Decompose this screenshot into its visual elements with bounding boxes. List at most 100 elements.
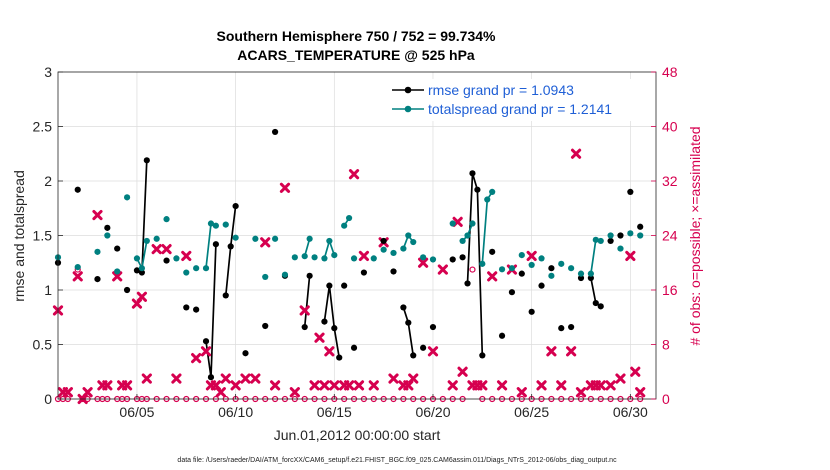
totalspread-point	[341, 222, 348, 229]
totalspread-point	[222, 221, 229, 228]
rmse-point	[321, 318, 328, 325]
rmse-point	[74, 186, 81, 193]
obs-assimilated-point	[220, 373, 231, 384]
totalspread-point	[469, 220, 476, 227]
rmse-point	[587, 274, 594, 282]
obs-assimilated-point	[102, 380, 113, 391]
totalspread-point	[459, 237, 466, 245]
rmse-point	[350, 344, 358, 351]
totalspread-point	[326, 237, 333, 245]
totalspread-point	[558, 260, 565, 267]
totalspread-point	[207, 220, 215, 227]
totalspread-point	[577, 270, 585, 277]
y-tick-label: 1.5	[33, 228, 53, 244]
obs-assimilated-point	[358, 250, 370, 262]
obs-assimilated-point	[526, 250, 537, 262]
obs-assimilated-point	[635, 387, 646, 398]
y-tick-label: 0	[44, 391, 52, 407]
rmse-point	[331, 325, 338, 332]
obs-assimilated-point	[161, 244, 172, 255]
totalspread-point	[143, 237, 150, 245]
rmse-point	[114, 245, 121, 252]
obs-assimilated-point	[200, 346, 212, 357]
rmse-point	[449, 256, 456, 263]
totalspread-point	[193, 265, 200, 272]
rmse-point	[498, 332, 506, 339]
y-axis-right-label: # of obs: o=possible; ×=assimilated	[687, 126, 703, 345]
obs-assimilated-point	[595, 380, 606, 391]
obs-assimilated-point	[477, 380, 488, 391]
axes: 06/05 06/10 06/15 06/20 06/25 06/30 0 0.5 1 1.5 2 2…	[33, 64, 678, 420]
obs-assimilated-point	[314, 332, 325, 343]
legend: rmse grand pr = 1.0943 totalspread grand…	[382, 79, 648, 121]
totalspread-point	[321, 255, 328, 262]
obs-assimilated-point	[319, 380, 330, 391]
rmse-point	[271, 128, 279, 136]
obs-assimilated-point	[487, 271, 498, 282]
obs-assimilated-point	[191, 353, 202, 364]
x-tick-label: 06/25	[514, 404, 549, 420]
obs-assimilated-point	[546, 346, 557, 357]
obs-assimilated-point	[353, 380, 365, 391]
y-axis-label: rmse and totalspread	[11, 170, 27, 302]
x-axis-label: Jun.01,2012 00:00:00 start	[274, 427, 441, 443]
totalspread-point	[464, 232, 471, 239]
obs-assimilated-point	[605, 380, 616, 391]
rmse-point	[568, 323, 575, 331]
rmse-point	[222, 292, 229, 299]
obs-assimilated-point	[536, 380, 547, 391]
rmse-point	[420, 344, 427, 351]
obs-assimilated-point	[289, 387, 300, 398]
obs-assimilated-point	[324, 346, 335, 357]
totalspread-point	[153, 235, 160, 242]
totalspread-point	[587, 270, 594, 277]
rmse-point	[306, 272, 313, 279]
rmse-point	[183, 304, 190, 311]
obs-assimilated-point	[171, 373, 182, 384]
obs-assimilated-point	[279, 182, 291, 193]
obs-assimilated-point	[92, 209, 103, 221]
rmse-point	[518, 270, 525, 277]
obs-assimilated-point	[82, 387, 93, 398]
totalspread-point	[138, 265, 145, 272]
rmse-point	[429, 323, 437, 331]
rmse-point	[459, 254, 466, 261]
data-file-footnote: data file: /Users/raeder/DAI/ATM_forcXX/…	[177, 457, 617, 464]
totalspread-point	[133, 255, 141, 262]
totalspread-point	[607, 232, 614, 239]
y-tick-label: 1	[44, 282, 52, 298]
totalspread-point	[479, 260, 486, 267]
totalspread-point	[370, 255, 377, 262]
y-right-tick-label: 0	[662, 391, 670, 407]
obs-assimilated-point	[62, 387, 73, 398]
obs-assimilated-point	[72, 271, 83, 282]
totalspread-point	[528, 261, 535, 269]
obs-assimilated-point	[437, 264, 448, 275]
rmse-point	[597, 303, 604, 310]
legend-totalspread-marker	[404, 105, 412, 113]
y-right-tick-label: 8	[662, 337, 670, 353]
obs-assimilated-point	[112, 271, 123, 282]
totalspread-point	[74, 264, 81, 271]
obs-assimilated-point	[269, 380, 281, 391]
rmse-point	[94, 276, 101, 283]
x-tick-label: 06/05	[119, 404, 154, 420]
rmse-point	[405, 319, 412, 326]
obs-assimilated-point	[230, 380, 241, 391]
obs-assimilated-point	[299, 305, 310, 316]
obs-assimilated-point	[408, 373, 419, 384]
totalspread-point	[400, 245, 407, 252]
totalspread-point	[104, 232, 111, 239]
rmse-point	[326, 282, 333, 289]
totalspread-point	[306, 235, 313, 242]
obs-assimilated-point	[121, 380, 133, 391]
rmse-point	[592, 299, 599, 307]
totalspread-point	[390, 249, 397, 257]
rmse-point	[469, 170, 476, 177]
totalspread-point	[173, 255, 180, 262]
rmse-point	[637, 223, 644, 230]
y-right-tick-label: 48	[662, 64, 678, 80]
rmse-point	[143, 157, 150, 164]
obs-assimilated-point	[457, 366, 468, 377]
